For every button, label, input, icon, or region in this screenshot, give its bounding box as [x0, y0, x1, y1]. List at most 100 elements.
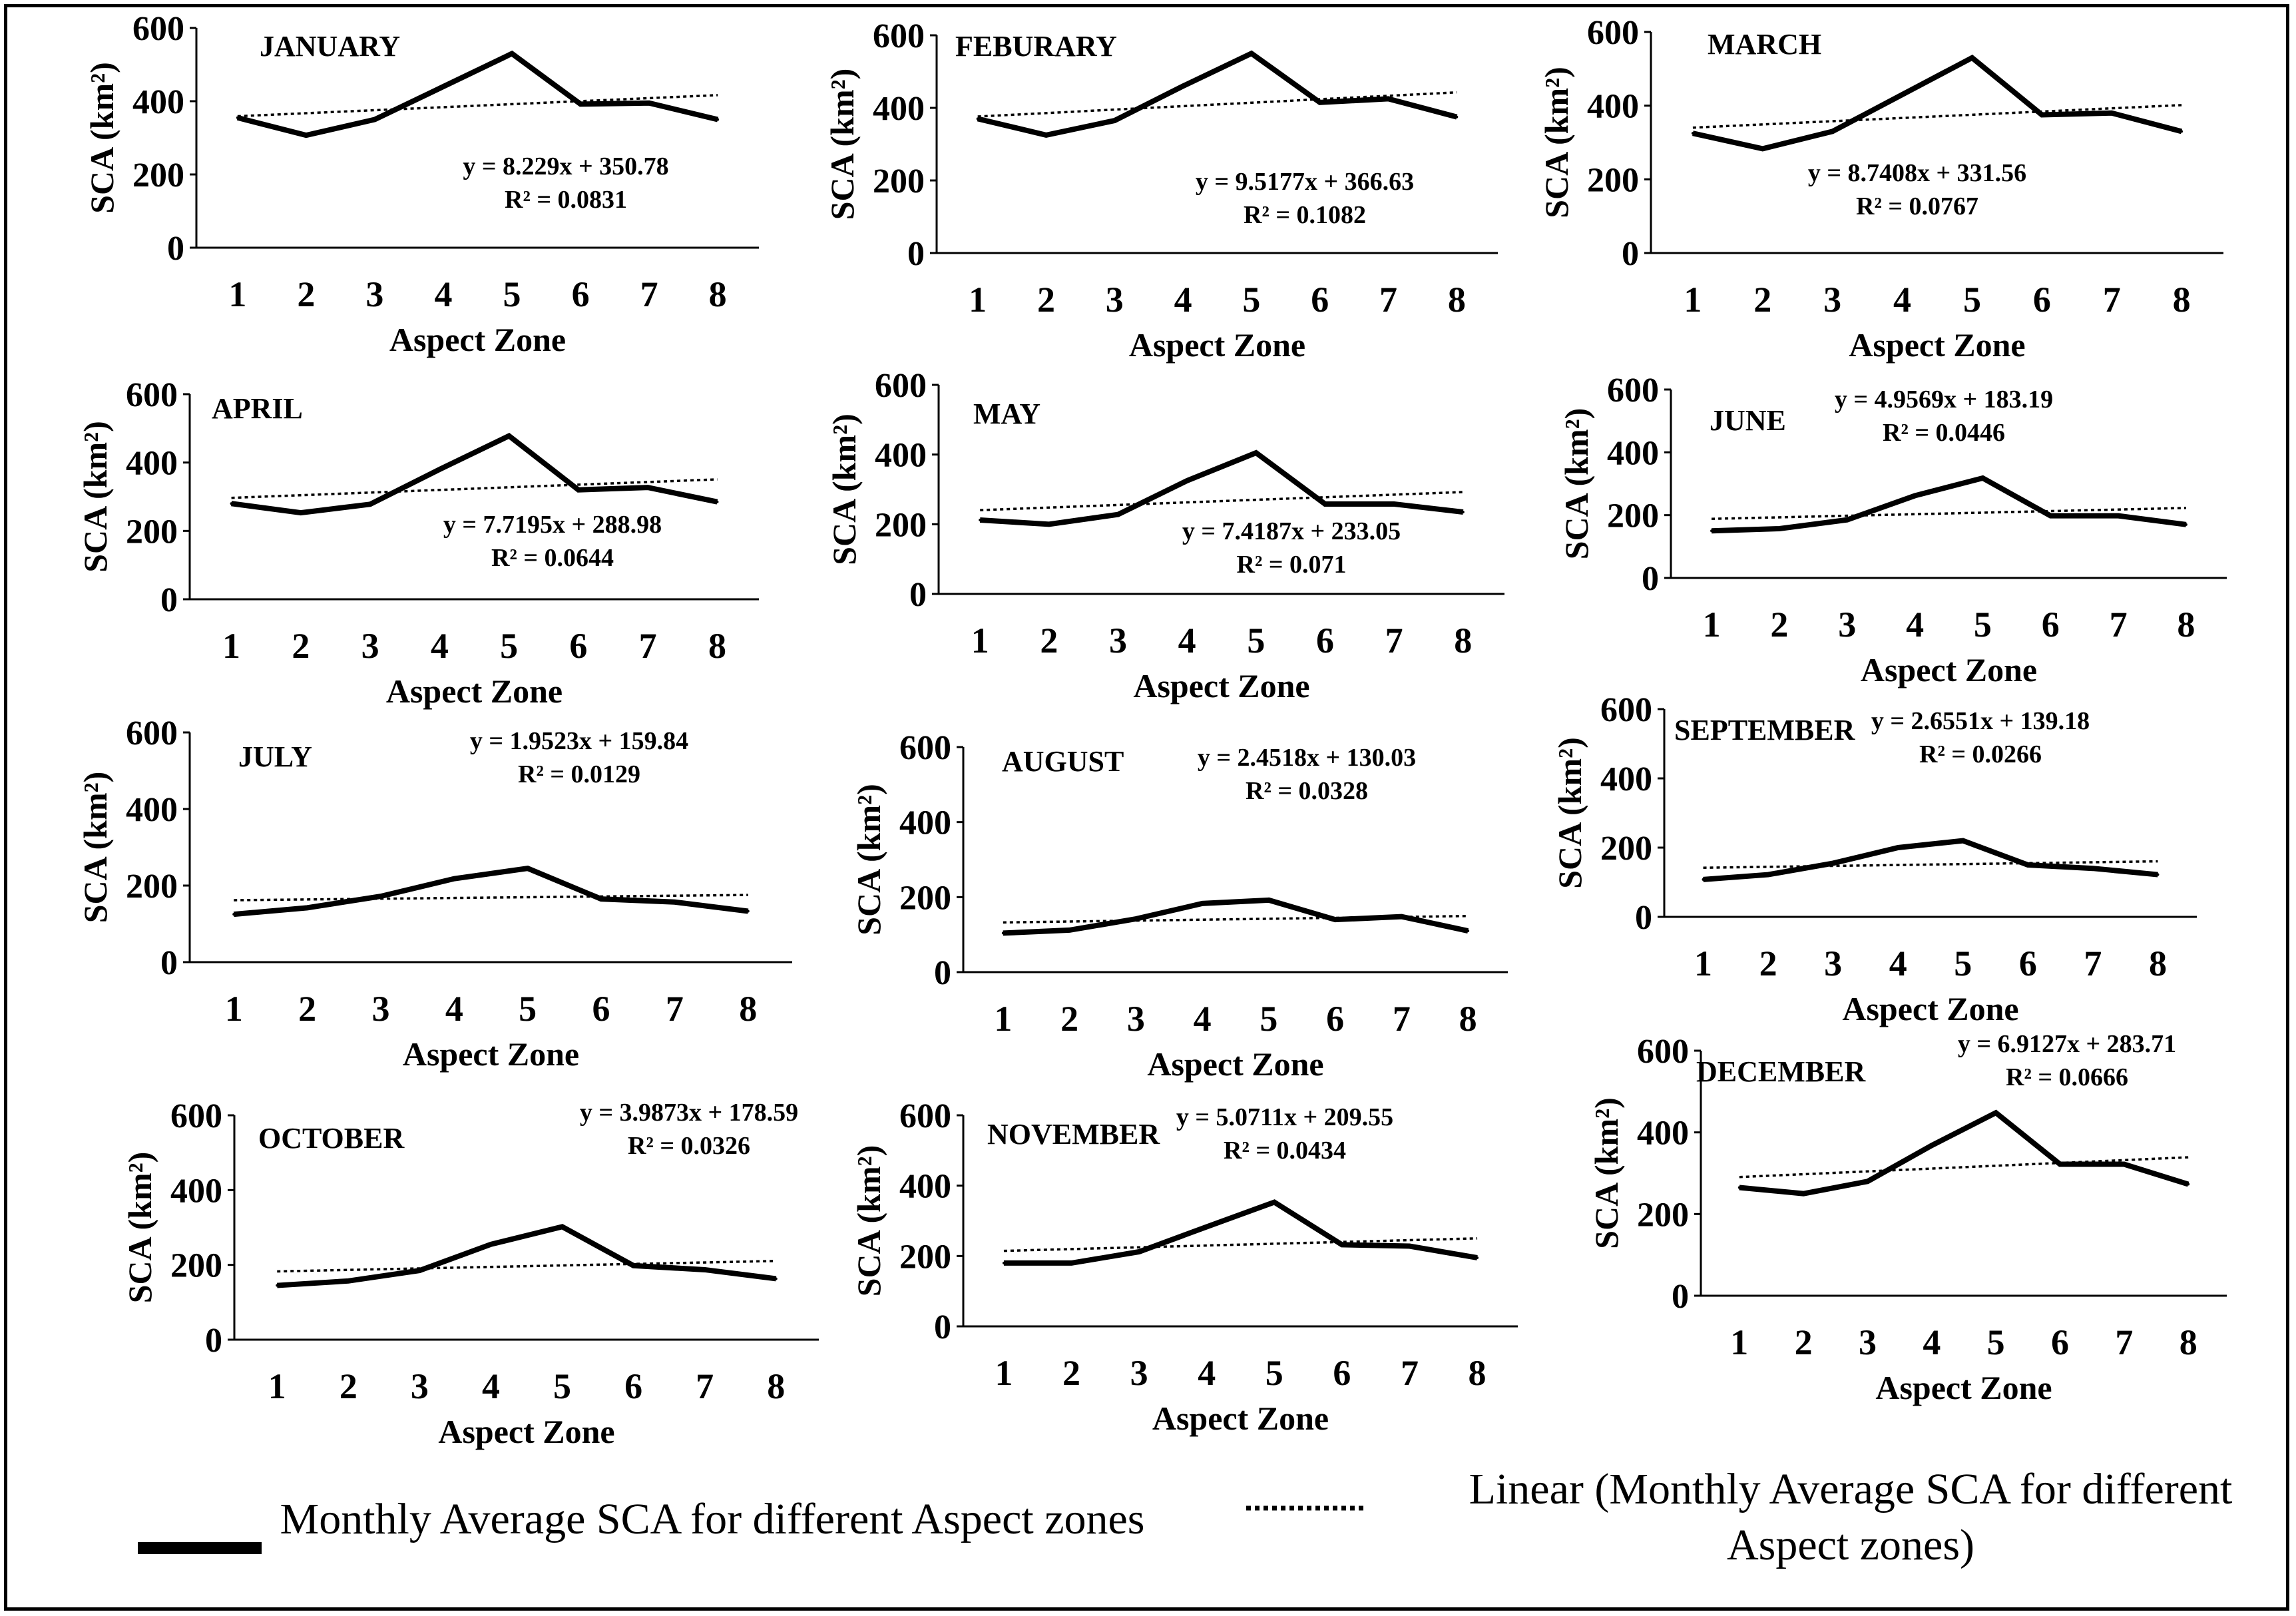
august-trend-equation: y = 2.4518x + 130.03: [1198, 744, 1416, 772]
july-data-point: [526, 867, 529, 870]
august-data-point: [1001, 932, 1005, 935]
august-xtick-label: 7: [1393, 999, 1411, 1039]
november-ylabel: SCA (km²): [850, 1145, 887, 1297]
october-ytick-label: 0: [205, 1322, 222, 1360]
december-xtick-label: 2: [1795, 1322, 1813, 1362]
july-data-point: [232, 913, 236, 916]
feburary-data-point: [1318, 101, 1321, 104]
july-xtick-label: 2: [298, 989, 316, 1029]
december-ylabel: SCA (km²): [1588, 1097, 1625, 1249]
feburary-title: FEBURARY: [955, 30, 1117, 63]
january-xtick-label: 7: [640, 274, 658, 314]
july-trend-r2: R² = 0.0129: [518, 760, 640, 788]
august-xtick-label: 6: [1326, 999, 1344, 1039]
july-series-line: [233, 866, 749, 918]
january-xtick-label: 8: [709, 274, 727, 314]
april-xtick-label: 2: [292, 626, 310, 666]
july-ytick-label: 600: [126, 714, 178, 752]
april-ytick-label: 400: [126, 445, 178, 483]
august-data-point: [1068, 928, 1071, 932]
december-series-line: [1739, 1109, 2189, 1197]
may-data-point: [1461, 511, 1465, 514]
october-xtick-label: 1: [268, 1366, 286, 1406]
august-xtick-label: 3: [1127, 999, 1145, 1039]
march-xtick-label: 1: [1684, 280, 1702, 320]
march-trendline: [1692, 104, 2182, 129]
march-ytick-label: 200: [1587, 161, 1639, 199]
june-xtick-label: 5: [1974, 605, 1992, 645]
june-trend-equation: y = 4.9569x + 183.19: [1835, 386, 2053, 413]
july-xtick-label: 4: [445, 989, 463, 1029]
april-xtick-label: 7: [639, 626, 657, 666]
january-data-point: [648, 101, 651, 105]
november-data-point: [1002, 1261, 1005, 1264]
october-xtick-label: 2: [340, 1366, 357, 1406]
july-data-point: [306, 906, 309, 910]
july-xtick-label: 8: [739, 989, 757, 1029]
june-ytick-label: 400: [1607, 434, 1659, 472]
may-series-line: [979, 449, 1464, 527]
october-data-point: [276, 1284, 279, 1287]
october-data-point: [561, 1225, 564, 1228]
september-xlabel: Aspect Zone: [1842, 990, 2018, 1027]
january-title: JANUARY: [260, 30, 400, 63]
december-ytick-label: 200: [1637, 1196, 1689, 1234]
december-xtick-label: 7: [2115, 1322, 2133, 1362]
march-xtick-label: 6: [2033, 280, 2051, 320]
may-xlabel: Aspect Zone: [1133, 667, 1309, 704]
july-xtick-label: 6: [592, 989, 610, 1029]
september-data-point: [1961, 839, 1964, 842]
june-data-point: [1981, 477, 1984, 480]
october-xtick-label: 3: [411, 1366, 429, 1406]
june-data-point: [1777, 527, 1781, 530]
august-data-point: [1134, 918, 1138, 921]
may-xtick-label: 6: [1316, 621, 1334, 661]
august-xtick-label: 1: [994, 999, 1012, 1039]
december-xtick-label: 1: [1730, 1322, 1748, 1362]
feburary-xtick-label: 5: [1242, 280, 1260, 320]
december-xlabel: Aspect Zone: [1875, 1369, 2052, 1406]
november-data-point: [1476, 1256, 1479, 1259]
march-data-point: [2040, 113, 2044, 117]
feburary-ytick-label: 600: [873, 17, 925, 55]
feburary-xtick-label: 7: [1379, 280, 1397, 320]
january-trend-equation: y = 8.229x + 350.78: [463, 152, 668, 180]
september-data-point: [1831, 862, 1835, 865]
feburary-data-point: [1182, 85, 1185, 88]
march-title: MARCH: [1708, 28, 1821, 61]
september-ytick-label: 200: [1600, 830, 1652, 868]
november-data-point: [1070, 1261, 1073, 1264]
feburary-series-line: [977, 50, 1458, 138]
august-data-point: [1267, 898, 1270, 902]
october-xtick-label: 8: [767, 1366, 785, 1406]
january-data-point: [716, 118, 720, 121]
september-xtick-label: 8: [2149, 943, 2167, 983]
october-xtick-label: 5: [553, 1366, 571, 1406]
december-ytick-label: 0: [1672, 1278, 1689, 1316]
december-xtick-label: 4: [1923, 1322, 1941, 1362]
march-trend-equation: y = 8.7408x + 331.56: [1808, 159, 2026, 187]
march-xtick-label: 2: [1753, 280, 1771, 320]
september-data-point: [2156, 873, 2160, 876]
september-xtick-label: 4: [1889, 943, 1907, 983]
july-xtick-label: 7: [666, 989, 684, 1029]
march-data-point: [1831, 130, 1834, 133]
december-xtick-label: 5: [1987, 1322, 2005, 1362]
december-data-point: [1737, 1186, 1741, 1189]
january-xtick-label: 4: [434, 274, 452, 314]
september-trend-equation: y = 2.6551x + 139.18: [1871, 707, 2090, 735]
september-data-point: [1702, 878, 1705, 881]
january-data-point: [579, 103, 582, 106]
december-trend-equation: y = 6.9127x + 283.71: [1958, 1030, 2176, 1058]
feburary-ylabel: SCA (km²): [823, 69, 861, 220]
october-trendline: [277, 1260, 776, 1273]
december-data-point: [1994, 1111, 1998, 1115]
may-xtick-label: 3: [1109, 621, 1127, 661]
january-data-point: [236, 116, 239, 119]
may-ytick-label: 200: [875, 506, 927, 544]
june-xtick-label: 6: [2042, 605, 2060, 645]
august-xtick-label: 2: [1060, 999, 1078, 1039]
october-xtick-label: 4: [482, 1366, 500, 1406]
september-data-point: [2091, 867, 2094, 870]
feburary-xtick-label: 3: [1106, 280, 1124, 320]
